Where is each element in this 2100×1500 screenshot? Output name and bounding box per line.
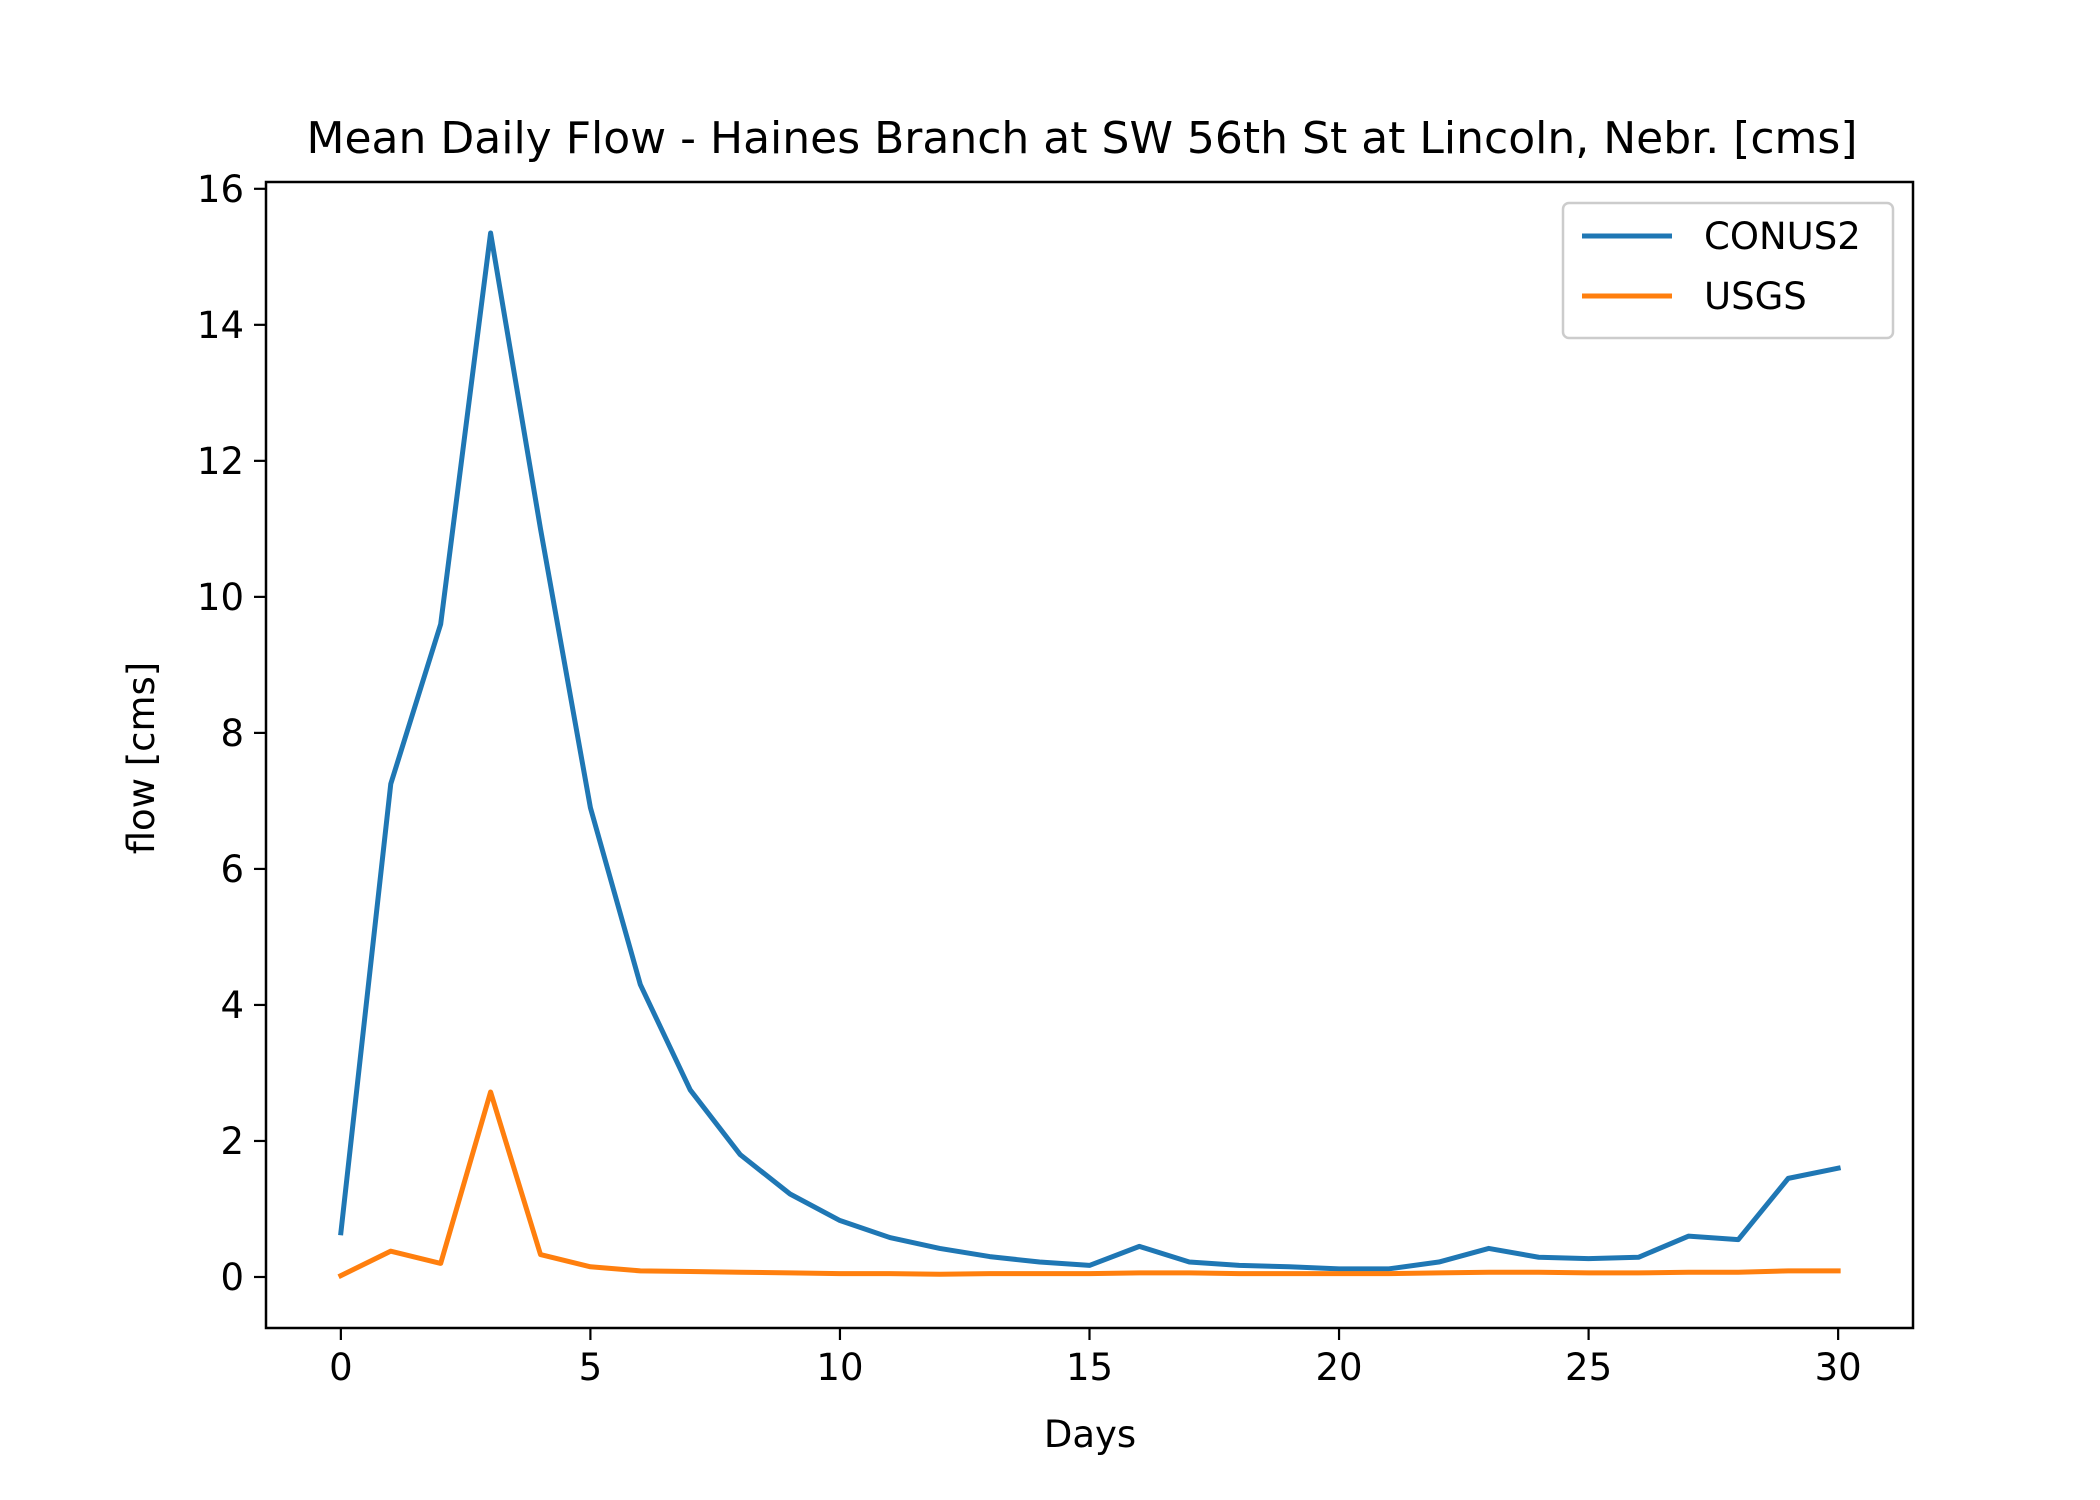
- x-tick-label: 25: [1565, 1346, 1612, 1389]
- chart-title: Mean Daily Flow - Haines Branch at SW 56…: [307, 113, 1858, 164]
- series-line-usgs: [337, 1089, 1841, 1279]
- x-tick-label: 5: [579, 1346, 603, 1389]
- x-tick-label: 30: [1815, 1346, 1862, 1389]
- legend: CONUS2 USGS: [1561, 201, 1895, 340]
- x-tick-label: 10: [816, 1346, 863, 1389]
- legend-label-usgs: USGS: [1704, 275, 1807, 318]
- x-tick-label: 20: [1315, 1346, 1362, 1389]
- y-tick-label: 10: [197, 576, 244, 619]
- y-tick-label: 14: [197, 304, 244, 347]
- y-tick-label: 0: [220, 1256, 244, 1299]
- series-line-conus2: [338, 230, 1842, 1272]
- y-axis: 0 2 4 6 8 10 12 14 16: [197, 168, 266, 1299]
- legend-entries: CONUS2 USGS: [1582, 215, 1861, 318]
- x-axis-title: Days: [1044, 1413, 1136, 1456]
- x-axis: 0 5 10 15 20 25 30: [329, 1328, 1862, 1389]
- y-tick-label: 12: [197, 440, 244, 483]
- x-tick-label: 15: [1066, 1346, 1113, 1389]
- series-group: [337, 230, 1842, 1279]
- y-tick-label: 2: [220, 1120, 244, 1163]
- y-tick-label: 16: [197, 168, 244, 211]
- y-tick-label: 8: [220, 712, 244, 755]
- legend-label-conus2: CONUS2: [1704, 215, 1861, 258]
- y-tick-label: 6: [220, 848, 244, 891]
- y-axis-title: flow [cms]: [120, 662, 163, 855]
- y-tick-label: 4: [220, 984, 244, 1027]
- x-tick-label: 0: [329, 1346, 353, 1389]
